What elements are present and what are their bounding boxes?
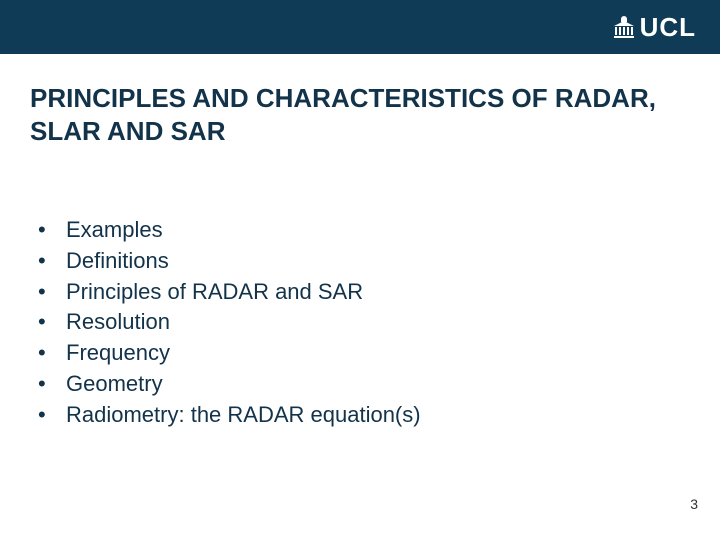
bullet-text: Frequency bbox=[66, 338, 170, 369]
list-item: •Resolution bbox=[30, 307, 690, 338]
bullet-text: Geometry bbox=[66, 369, 163, 400]
bullet-text: Resolution bbox=[66, 307, 170, 338]
list-item: •Definitions bbox=[30, 246, 690, 277]
list-item: •Geometry bbox=[30, 369, 690, 400]
bullet-dot-icon: • bbox=[30, 369, 66, 400]
list-item: •Frequency bbox=[30, 338, 690, 369]
logo-text: UCL bbox=[640, 12, 696, 43]
page-number: 3 bbox=[690, 496, 698, 512]
bullet-dot-icon: • bbox=[30, 307, 66, 338]
bullet-dot-icon: • bbox=[30, 338, 66, 369]
bullet-dot-icon: • bbox=[30, 215, 66, 246]
bullet-text: Definitions bbox=[66, 246, 169, 277]
bullet-text: Principles of RADAR and SAR bbox=[66, 277, 363, 308]
header-bar: UCL bbox=[0, 0, 720, 54]
ucl-logo: UCL bbox=[614, 12, 696, 43]
bullet-dot-icon: • bbox=[30, 277, 66, 308]
list-item: •Examples bbox=[30, 215, 690, 246]
list-item: •Radiometry: the RADAR equation(s) bbox=[30, 400, 690, 431]
slide-content: PRINCIPLES AND CHARACTERISTICS OF RADAR,… bbox=[0, 54, 720, 431]
list-item: •Principles of RADAR and SAR bbox=[30, 277, 690, 308]
bullet-list: •Examples •Definitions •Principles of RA… bbox=[30, 215, 690, 431]
bullet-dot-icon: • bbox=[30, 246, 66, 277]
bullet-text: Radiometry: the RADAR equation(s) bbox=[66, 400, 421, 431]
bullet-dot-icon: • bbox=[30, 400, 66, 431]
slide-title: PRINCIPLES AND CHARACTERISTICS OF RADAR,… bbox=[30, 82, 690, 147]
portico-icon bbox=[614, 16, 634, 38]
bullet-text: Examples bbox=[66, 215, 163, 246]
